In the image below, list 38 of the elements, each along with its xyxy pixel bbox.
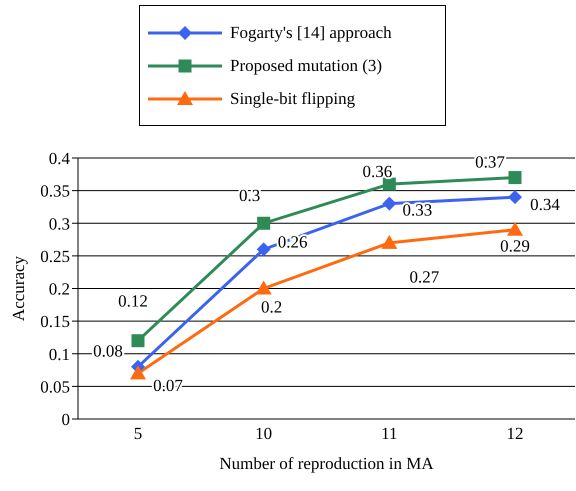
point <box>132 334 144 348</box>
x-tick-label: 10 <box>255 424 272 444</box>
y-axis-title: Accuracy <box>9 255 28 322</box>
point <box>508 171 522 184</box>
y-tick-label: 0.2 <box>48 280 70 299</box>
point <box>508 190 522 204</box>
y-tick-label: 0.25 <box>40 246 70 266</box>
y-tick-label: 0.05 <box>40 377 70 396</box>
legend-label: Fogarty's [14] approach <box>230 22 392 42</box>
y-tick-label: 0.3 <box>48 214 70 234</box>
data-label: 0.3 <box>239 186 260 206</box>
legend-label: Proposed mutation (3) <box>230 56 382 76</box>
data-label: 0.12 <box>118 292 148 311</box>
x-tick-label: 5 <box>134 424 142 444</box>
point <box>256 242 271 256</box>
data-label: 0.2 <box>261 297 282 316</box>
y-tick-label: 0 <box>62 410 70 430</box>
legend-label: Single-bit flipping <box>230 88 356 108</box>
point <box>507 222 523 236</box>
data-label: 0.37 <box>475 152 506 172</box>
x-tick-label: 12 <box>506 424 524 444</box>
x-tick-label: 11 <box>381 424 398 444</box>
data-label: 0.33 <box>402 200 432 220</box>
point <box>382 196 396 211</box>
data-label: 0.29 <box>500 236 530 256</box>
y-tick-label: 0.4 <box>48 149 70 168</box>
y-tick-label: 0.15 <box>40 312 70 332</box>
y-tick-label: 0.35 <box>40 182 70 201</box>
data-label: 0.34 <box>530 195 560 214</box>
point <box>257 216 270 230</box>
x-axis-title: Number of reproduction in MA <box>219 454 434 473</box>
point <box>256 280 272 294</box>
data-label: 0.27 <box>409 268 440 287</box>
point <box>382 178 396 191</box>
data-label: 0.36 <box>362 162 392 182</box>
point <box>381 234 398 249</box>
point <box>130 365 146 380</box>
y-tick-label: 0.1 <box>48 344 70 364</box>
